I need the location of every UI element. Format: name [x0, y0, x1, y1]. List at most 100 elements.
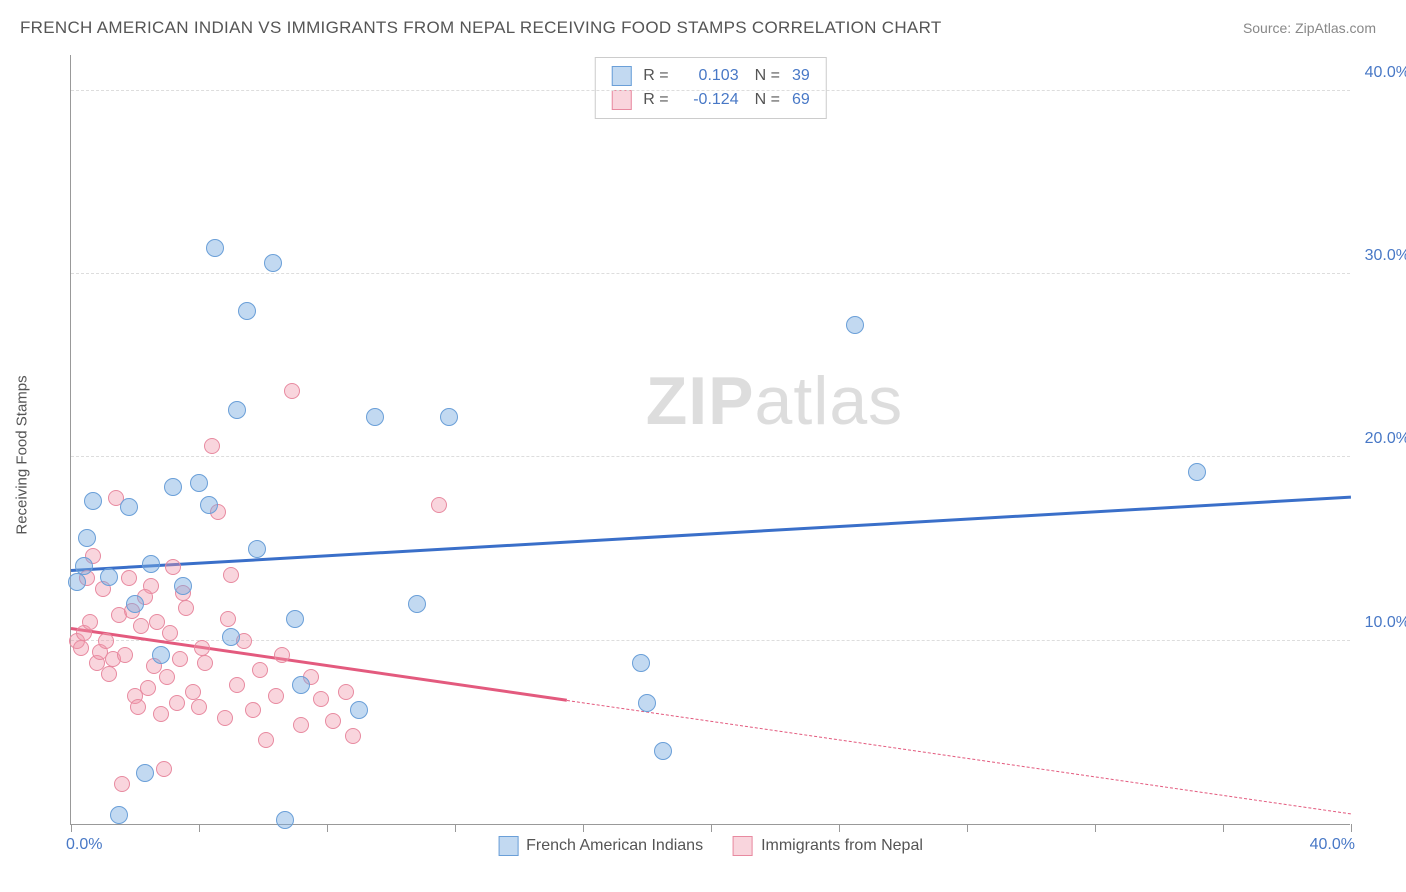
data-point	[350, 701, 368, 719]
data-point	[229, 677, 245, 693]
data-point	[142, 555, 160, 573]
data-point	[162, 625, 178, 641]
x-tick-mark	[455, 824, 456, 832]
x-tick-mark	[71, 824, 72, 832]
data-point	[140, 680, 156, 696]
r-label: R =	[643, 67, 668, 85]
data-point	[185, 684, 201, 700]
x-tick-mark	[1351, 824, 1352, 832]
data-point	[174, 577, 192, 595]
data-point	[101, 666, 117, 682]
data-point	[75, 557, 93, 575]
legend-label-pink: Immigrants from Nepal	[761, 837, 923, 855]
legend-item-blue: French American Indians	[498, 836, 703, 856]
data-point	[264, 254, 282, 272]
data-point	[345, 728, 361, 744]
legend-item-pink: Immigrants from Nepal	[733, 836, 923, 856]
data-point	[366, 408, 384, 426]
x-tick-mark	[967, 824, 968, 832]
data-point	[1188, 463, 1206, 481]
data-point	[152, 646, 170, 664]
data-point	[98, 633, 114, 649]
data-point	[136, 764, 154, 782]
r-value-blue: 0.103	[681, 67, 739, 85]
data-point	[276, 811, 294, 829]
gridline	[71, 456, 1350, 457]
data-point	[200, 496, 218, 514]
x-tick-mark	[711, 824, 712, 832]
data-point	[149, 614, 165, 630]
data-point	[68, 573, 86, 591]
swatch-blue-icon	[498, 836, 518, 856]
legend-row-blue: R = 0.103 N = 39	[611, 64, 809, 88]
data-point	[206, 239, 224, 257]
data-point	[197, 655, 213, 671]
data-point	[252, 662, 268, 678]
data-point	[268, 688, 284, 704]
data-point	[632, 654, 650, 672]
gridline	[71, 90, 1350, 91]
data-point	[120, 498, 138, 516]
regression-line-extrapolated	[567, 700, 1351, 814]
data-point	[130, 699, 146, 715]
correlation-legend: R = 0.103 N = 39 R = -0.124 N = 69	[594, 57, 826, 119]
n-value-blue: 39	[792, 67, 810, 85]
chart-title: FRENCH AMERICAN INDIAN VS IMMIGRANTS FRO…	[20, 18, 942, 38]
data-point	[284, 383, 300, 399]
x-tick-mark	[1223, 824, 1224, 832]
y-axis-label: Receiving Food Stamps	[14, 375, 31, 534]
data-point	[228, 401, 246, 419]
legend-label-blue: French American Indians	[526, 837, 703, 855]
data-point	[274, 647, 290, 663]
swatch-pink-icon	[733, 836, 753, 856]
data-point	[126, 595, 144, 613]
chart-header: FRENCH AMERICAN INDIAN VS IMMIGRANTS FRO…	[0, 0, 1406, 48]
chart-container: Receiving Food Stamps ZIPatlas R = 0.103…	[50, 55, 1386, 855]
y-tick-label: 30.0%	[1355, 247, 1406, 265]
data-point	[238, 302, 256, 320]
data-point	[84, 492, 102, 510]
r-label: R =	[643, 91, 668, 109]
data-point	[293, 717, 309, 733]
data-point	[100, 568, 118, 586]
data-point	[204, 438, 220, 454]
data-point	[408, 595, 426, 613]
swatch-pink	[611, 90, 631, 110]
plot-area: ZIPatlas R = 0.103 N = 39 R = -0.124 N =…	[70, 55, 1350, 825]
data-point	[431, 497, 447, 513]
data-point	[654, 742, 672, 760]
n-label: N =	[755, 91, 780, 109]
y-tick-label: 20.0%	[1355, 430, 1406, 448]
y-tick-label: 40.0%	[1355, 64, 1406, 82]
data-point	[190, 474, 208, 492]
data-point	[172, 651, 188, 667]
x-tick-max: 40.0%	[1310, 836, 1355, 854]
data-point	[338, 684, 354, 700]
data-point	[82, 614, 98, 630]
data-point	[217, 710, 233, 726]
legend-row-pink: R = -0.124 N = 69	[611, 88, 809, 112]
gridline	[71, 273, 1350, 274]
data-point	[220, 611, 236, 627]
x-tick-mark	[199, 824, 200, 832]
data-point	[292, 676, 310, 694]
data-point	[194, 640, 210, 656]
swatch-blue	[611, 66, 631, 86]
data-point	[440, 408, 458, 426]
data-point	[222, 628, 240, 646]
data-point	[325, 713, 341, 729]
x-tick-mark	[327, 824, 328, 832]
data-point	[286, 610, 304, 628]
data-point	[114, 776, 130, 792]
x-tick-mark	[1095, 824, 1096, 832]
data-point	[121, 570, 137, 586]
data-point	[638, 694, 656, 712]
data-point	[245, 702, 261, 718]
data-point	[164, 478, 182, 496]
data-point	[178, 600, 194, 616]
data-point	[73, 640, 89, 656]
series-legend: French American Indians Immigrants from …	[498, 836, 923, 856]
data-point	[223, 567, 239, 583]
data-point	[153, 706, 169, 722]
x-tick-min: 0.0%	[66, 836, 102, 854]
